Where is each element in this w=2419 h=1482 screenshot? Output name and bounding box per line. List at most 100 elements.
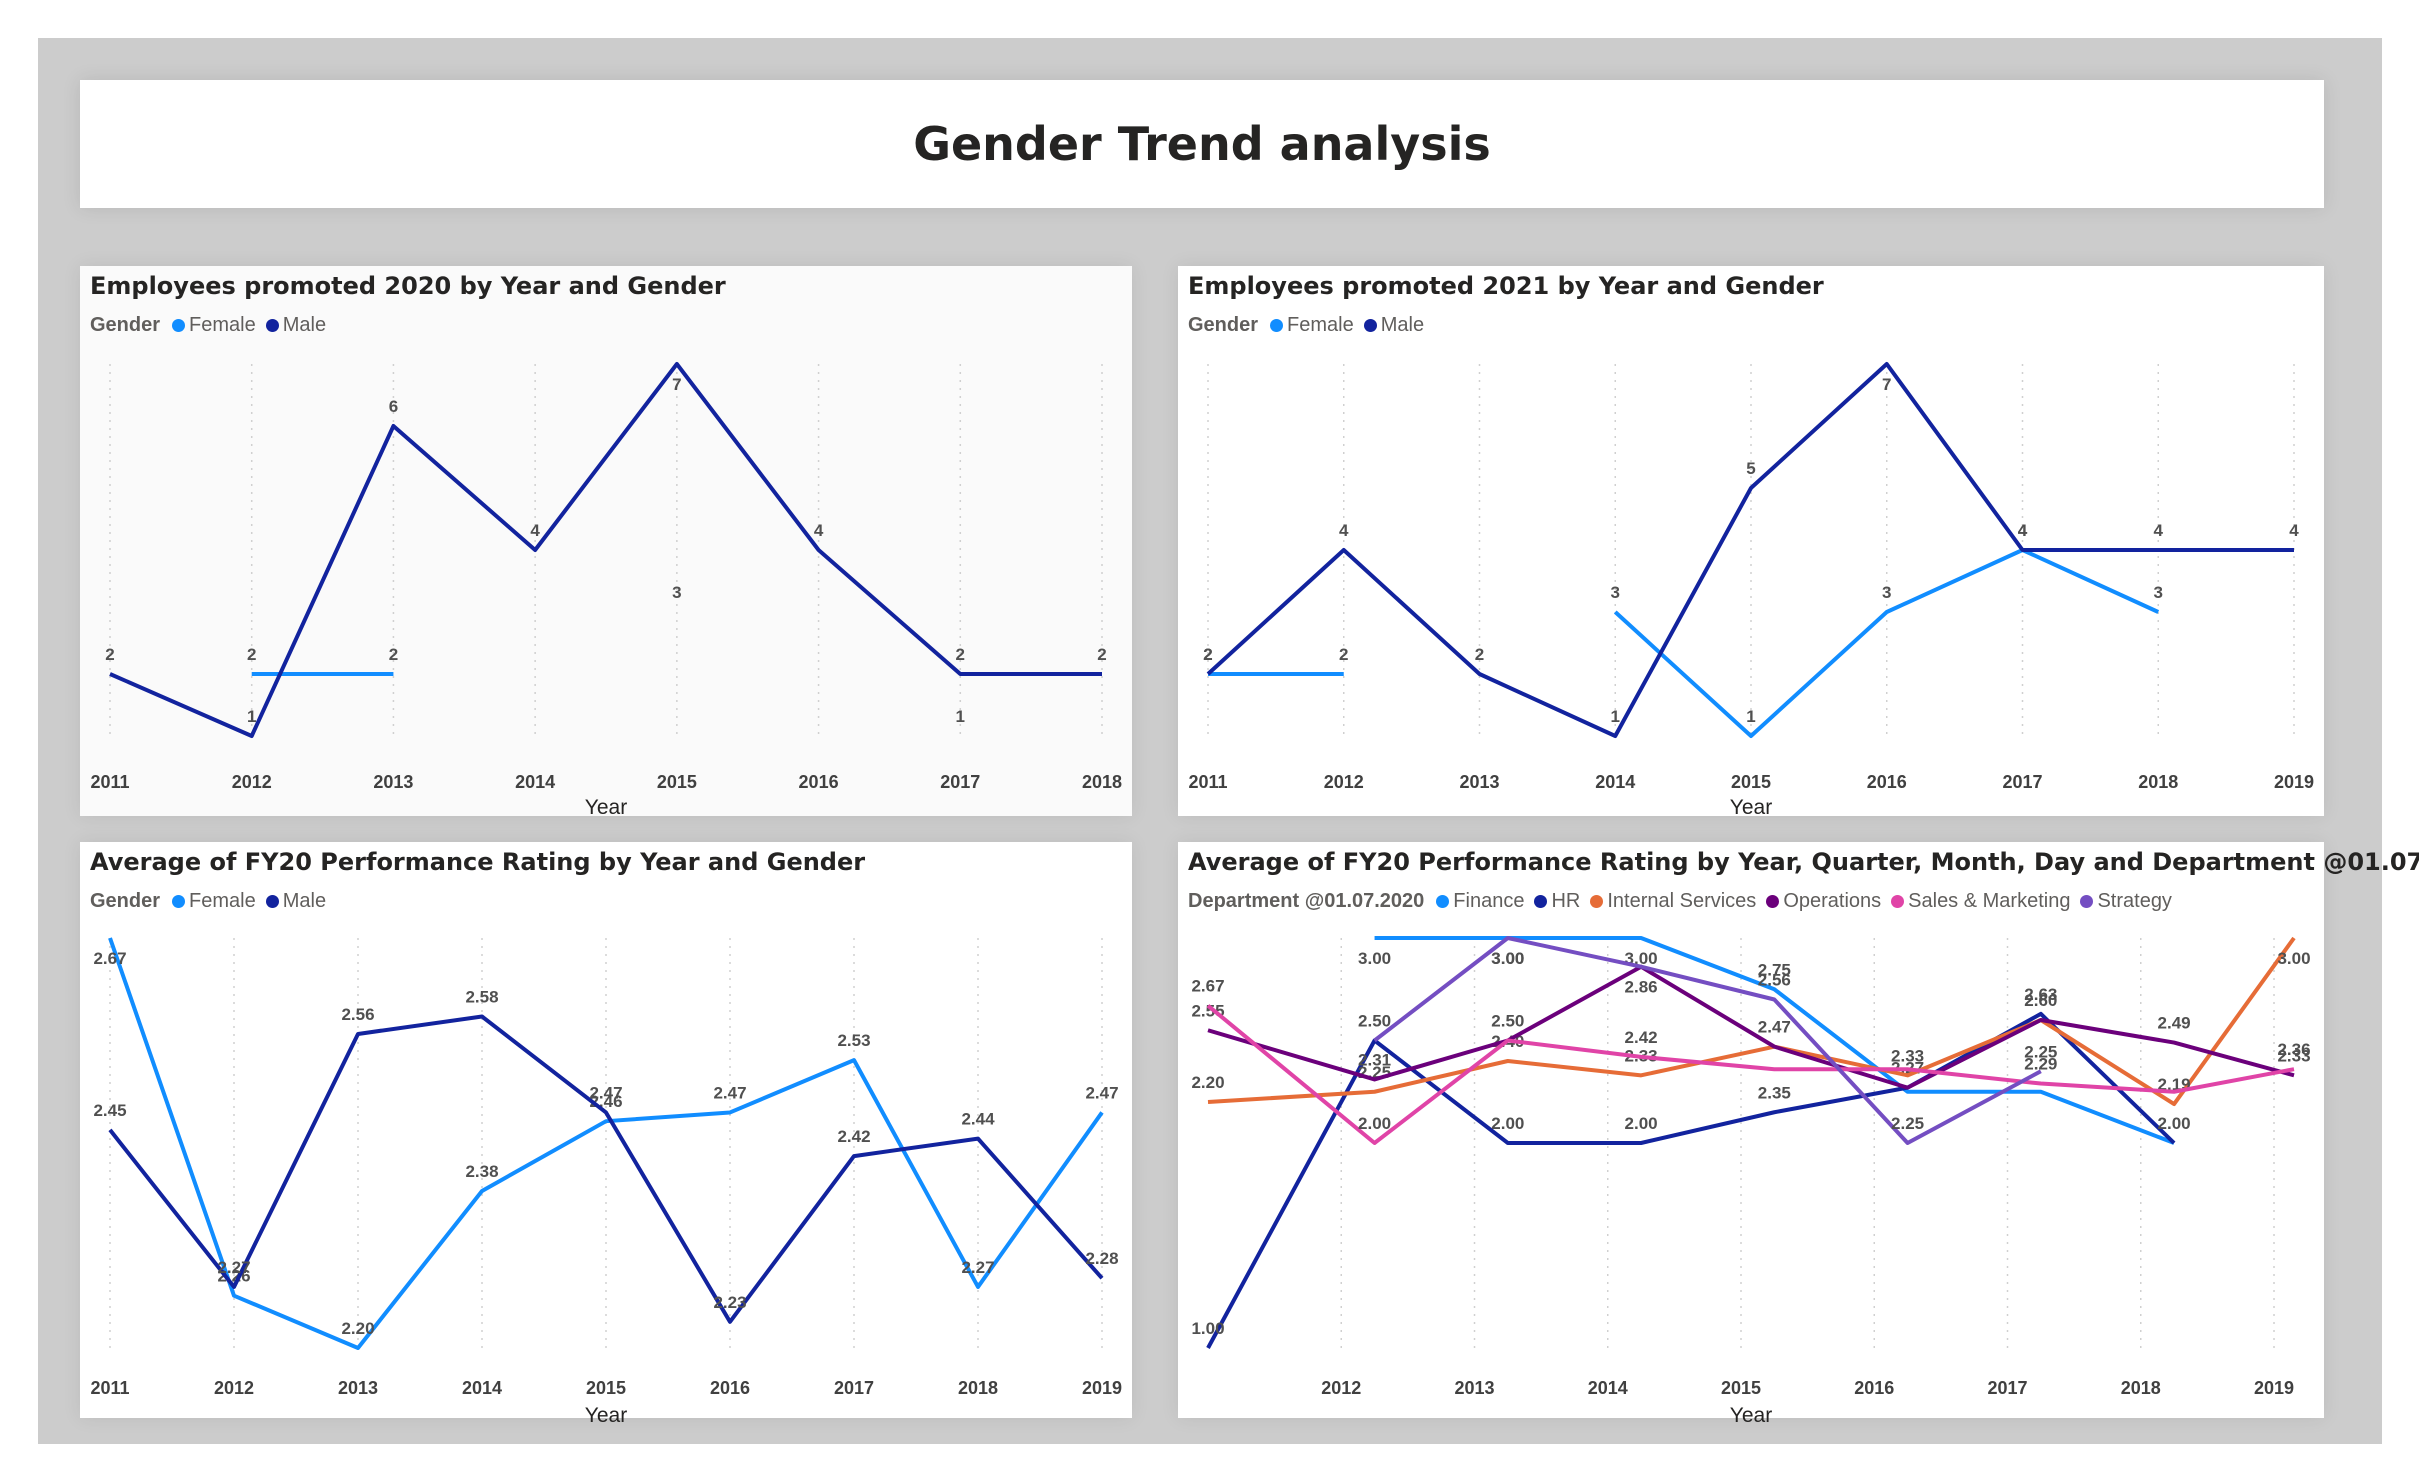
x-tick-label: 2019: [1082, 1378, 1122, 1398]
line-chart: 2011 2012 2013 2014 2015 2016 2017 2018 2019 Year…: [90, 937, 1122, 1427]
x-axis-title: Year: [585, 1404, 627, 1427]
x-tick-label: 2014: [462, 1378, 502, 1398]
x-tick-label: 2018: [2121, 1378, 2161, 1398]
x-tick-label: 2014: [1595, 772, 1635, 792]
legend-dot-icon: [1766, 895, 1780, 908]
data-label: 2.29: [2024, 1055, 2057, 1074]
legend-item-internal-services[interactable]: Internal Services: [1590, 890, 1756, 913]
legend-item-female[interactable]: Female: [172, 314, 256, 337]
data-label: 7: [1882, 375, 1891, 394]
data-label: 2.36: [2277, 1040, 2310, 1059]
x-tick-label: 2012: [1324, 772, 1364, 792]
data-label: 2: [389, 645, 398, 664]
legend-item-sales-marketing[interactable]: Sales & Marketing: [1891, 890, 2070, 913]
data-label: 2.53: [837, 1031, 870, 1050]
x-tick-label: 2017: [834, 1378, 874, 1398]
legend-item-male[interactable]: Male: [1363, 314, 1424, 337]
data-label: 2.42: [837, 1127, 870, 1146]
data-label: 2: [1097, 645, 1106, 664]
x-axis-title: Year: [1730, 796, 1772, 819]
legend-item-strategy[interactable]: Strategy: [2080, 890, 2172, 913]
data-label: 2.28: [1085, 1249, 1118, 1268]
data-label: 2.63: [2024, 985, 2057, 1004]
legend-dot-icon: [265, 895, 279, 908]
x-tick-label: 2012: [232, 772, 272, 792]
x-tick-label: 2013: [338, 1378, 378, 1398]
data-label: 2.56: [1758, 971, 1791, 990]
chart-panel-promoted-2020[interactable]: Employees promoted 2020 by Year and Gend…: [80, 266, 1132, 819]
legend-dot-icon: [1270, 319, 1284, 332]
legend-dot-icon: [1363, 319, 1377, 332]
x-tick-label: 2016: [710, 1378, 750, 1398]
x-tick-label: 2017: [2002, 772, 2042, 792]
x-tick-label: 2015: [1721, 1378, 1761, 1398]
data-label: 2: [1203, 645, 1212, 664]
chart-panel-promoted-2021[interactable]: Employees promoted 2021 by Year and Gend…: [1178, 266, 2324, 819]
x-tick-label: 2015: [586, 1378, 626, 1398]
series-line-sales-marketing: [1206, 1004, 2295, 1145]
x-tick-label: 2018: [1082, 772, 1122, 792]
x-tick-label: 2013: [1454, 1378, 1494, 1398]
data-label: 3.00: [1358, 949, 1391, 968]
chart-title: Employees promoted 2021 by Year and Gend…: [1188, 272, 1824, 300]
series-line-strategy: [1373, 936, 2042, 1145]
data-label: 2: [956, 645, 965, 664]
data-label: 6: [389, 397, 398, 416]
data-label: 2.25: [1891, 1114, 1924, 1133]
data-label: 2.75: [1758, 960, 1791, 979]
legend-item-female[interactable]: Female: [1270, 314, 1354, 337]
x-tick-label: 2018: [958, 1378, 998, 1398]
data-label: 2.55: [1191, 1001, 1224, 1020]
data-label: 2.27: [961, 1258, 994, 1277]
legend-dot-icon: [172, 319, 186, 332]
data-label: 2.35: [1758, 1083, 1791, 1102]
chart-panel-rating-gender[interactable]: Average of FY20 Performance Rating by Ye…: [80, 842, 1132, 1427]
chart-legend: Gender Female Male: [90, 890, 336, 913]
x-tick-label: 2019: [2274, 772, 2314, 792]
x-tick-label: 2011: [90, 1378, 129, 1398]
x-tick-label: 2019: [2254, 1378, 2294, 1398]
chart-title: Average of FY20 Performance Rating by Ye…: [1188, 848, 2419, 876]
legend-item-male[interactable]: Male: [265, 314, 326, 337]
chart-title: Employees promoted 2020 by Year and Gend…: [90, 272, 726, 300]
data-label: 4: [2018, 521, 2028, 540]
data-label: 2.45: [93, 1101, 126, 1120]
data-label: 2.00: [2158, 1114, 2191, 1133]
data-label: 5: [1746, 459, 1755, 478]
chart-panel-rating-department[interactable]: Average of FY20 Performance Rating by Ye…: [1178, 842, 2419, 1427]
data-label: 2.67: [93, 949, 126, 968]
line-chart: 2012 2013 2014 2015 2016 2017 2018 2019 Year 3.00…: [1191, 936, 2311, 1427]
x-axis-title: Year: [1730, 1404, 1772, 1427]
data-label: 2.47: [713, 1083, 746, 1102]
data-label: 2.47: [589, 1083, 622, 1102]
series-line-hr: [1206, 1011, 2176, 1349]
chart-legend: Department @01.07.2020 Finance HR Intern…: [1188, 890, 2182, 913]
x-tick-label: 2011: [90, 772, 129, 792]
data-label: 3.00: [1491, 949, 1524, 968]
legend-item-female[interactable]: Female: [172, 890, 256, 913]
legend-item-hr[interactable]: HR: [1534, 890, 1580, 913]
legend-dot-icon: [1590, 895, 1604, 908]
data-label: 2.00: [1625, 1114, 1658, 1133]
x-tick-label: 2017: [940, 772, 980, 792]
legend-item-male[interactable]: Male: [265, 890, 326, 913]
series-line-operations: [1207, 964, 2295, 1090]
series-line-female: [108, 937, 1104, 1350]
data-label: 2.31: [1358, 1050, 1391, 1069]
legend-title: Department @01.07.2020: [1188, 890, 1425, 912]
data-label: 3: [2154, 583, 2163, 602]
page-title: Gender Trend analysis: [913, 117, 1491, 171]
series-line-female: [1613, 548, 2160, 738]
data-label: 4: [2289, 521, 2299, 540]
data-label: 2.25: [2024, 1042, 2057, 1061]
series-line-male: [108, 1014, 1104, 1324]
legend-item-operations[interactable]: Operations: [1766, 890, 1881, 913]
x-tick-label: 2012: [1321, 1378, 1361, 1398]
x-tick-label: 2016: [1854, 1378, 1894, 1398]
data-label: 4: [2018, 521, 2028, 540]
legend-item-finance[interactable]: Finance: [1436, 890, 1524, 913]
legend-dot-icon: [2080, 895, 2094, 908]
x-tick-label: 2012: [214, 1378, 254, 1398]
x-tick-label: 2013: [373, 772, 413, 792]
x-tick-label: 2016: [1867, 772, 1907, 792]
